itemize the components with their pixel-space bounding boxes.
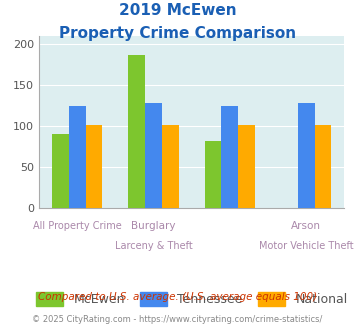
Text: Larceny & Theft: Larceny & Theft [115, 241, 192, 251]
Bar [222, 106, 238, 208]
Text: Burglary: Burglary [131, 221, 176, 231]
Text: 2019 McEwen: 2019 McEwen [119, 3, 236, 18]
Bar [145, 103, 162, 208]
Legend: McEwen, Tennessee, National: McEwen, Tennessee, National [29, 286, 354, 313]
Bar [315, 125, 331, 208]
Bar [86, 125, 102, 208]
Text: Arson: Arson [291, 221, 321, 231]
Bar [52, 134, 69, 208]
Text: All Property Crime: All Property Crime [33, 221, 121, 231]
Text: Property Crime Comparison: Property Crime Comparison [59, 26, 296, 41]
Text: © 2025 CityRating.com - https://www.cityrating.com/crime-statistics/: © 2025 CityRating.com - https://www.city… [32, 315, 323, 324]
Bar [129, 55, 145, 208]
Text: Motor Vehicle Theft: Motor Vehicle Theft [259, 241, 354, 251]
Bar [205, 141, 222, 208]
Bar [298, 103, 315, 208]
Text: Compared to U.S. average. (U.S. average equals 100): Compared to U.S. average. (U.S. average … [38, 292, 317, 302]
Bar [162, 125, 179, 208]
Bar [69, 106, 86, 208]
Bar [238, 125, 255, 208]
